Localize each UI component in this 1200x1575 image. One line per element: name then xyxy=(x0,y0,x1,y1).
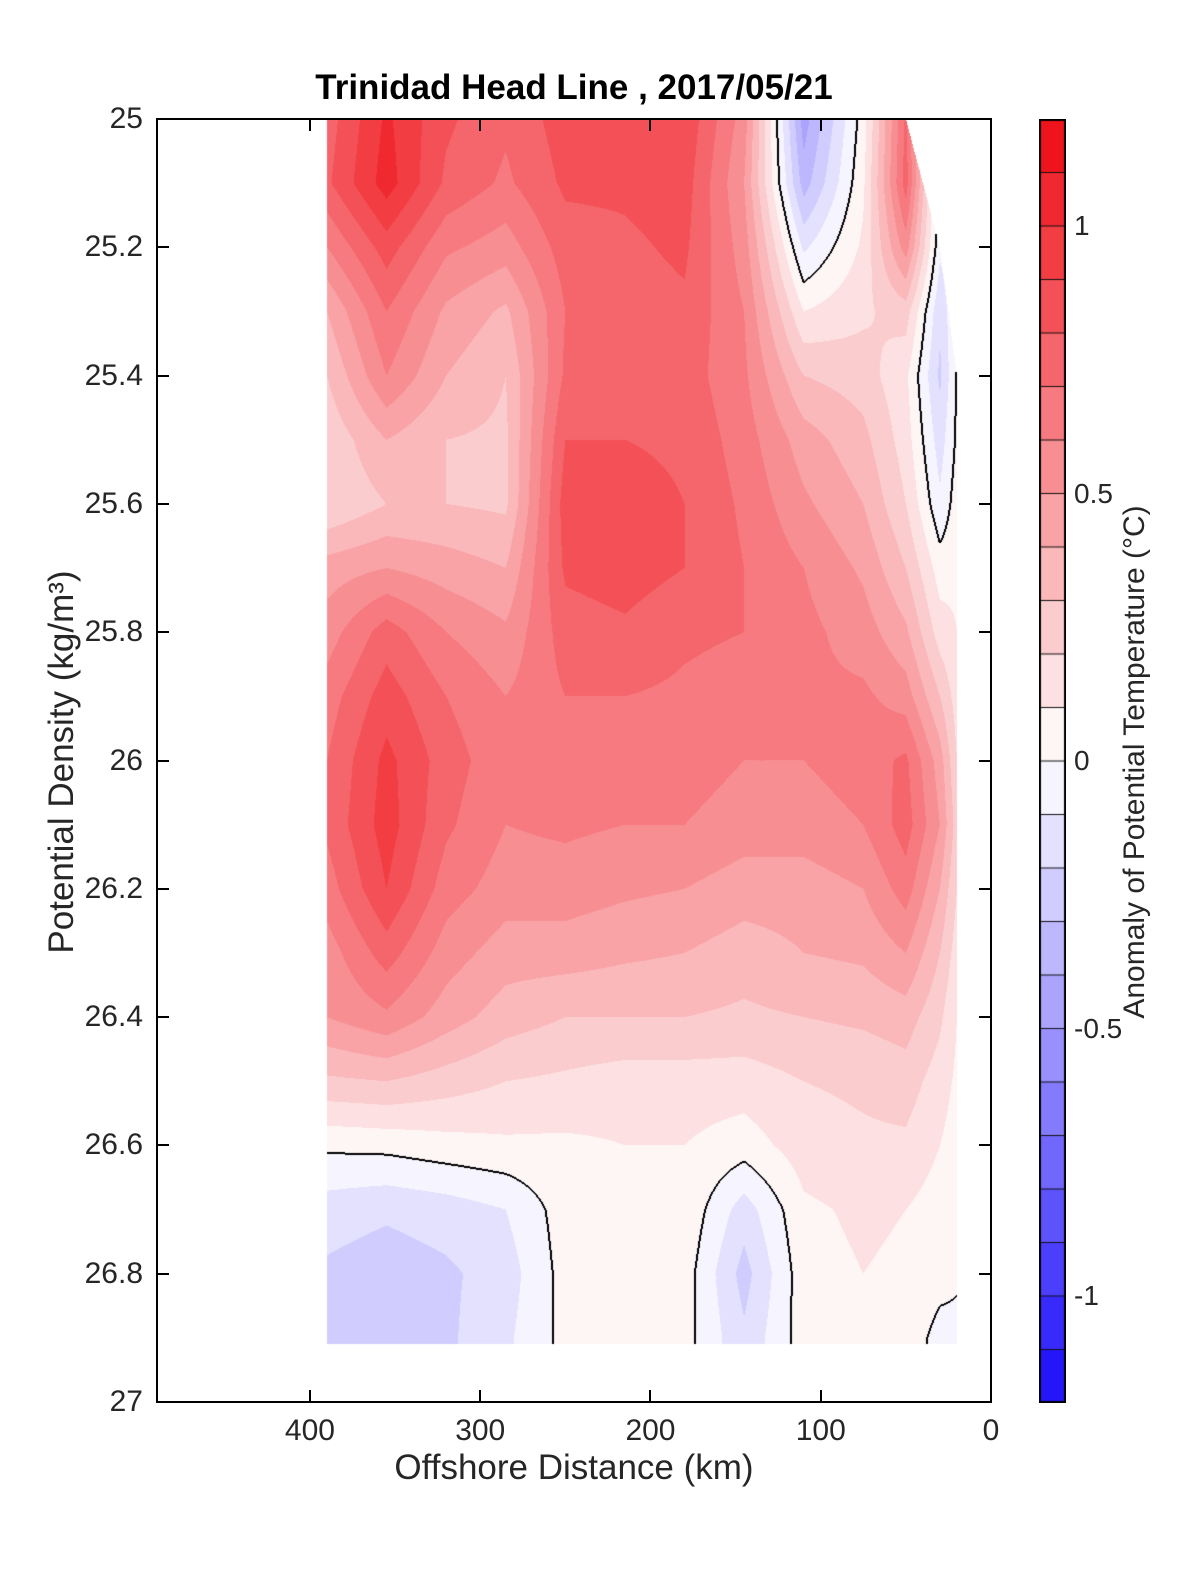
x-tick-mark xyxy=(649,119,652,131)
y-tick-mark xyxy=(979,1401,991,1403)
y-tick-mark xyxy=(157,1401,169,1403)
y-tick-mark xyxy=(157,759,169,762)
y-tick-label: 26 xyxy=(109,743,143,777)
colorbar-tick-label: 0 xyxy=(1074,745,1090,776)
x-tick-label: 0 xyxy=(982,1414,1000,1447)
x-axis-label: Offshore Distance (km) xyxy=(394,1448,754,1487)
y-tick-mark xyxy=(157,502,169,505)
y-tick-mark xyxy=(157,1144,169,1147)
y-tick-mark xyxy=(979,1144,991,1147)
y-tick-label: 25.2 xyxy=(84,230,143,264)
y-tick-label: 26.4 xyxy=(84,1000,143,1034)
y-tick-mark xyxy=(979,118,991,120)
y-tick-label: 26.6 xyxy=(84,1128,143,1162)
y-tick-label: 27 xyxy=(109,1385,143,1418)
x-tick-label: 200 xyxy=(625,1414,676,1447)
colorbar xyxy=(1039,119,1066,1403)
x-tick-label: 300 xyxy=(455,1414,506,1447)
y-tick-mark xyxy=(157,374,169,377)
x-tick-mark xyxy=(819,119,822,131)
y-tick-mark xyxy=(979,1016,991,1019)
y-tick-mark xyxy=(979,374,991,377)
y-tick-label: 25 xyxy=(109,102,143,135)
y-tick-mark xyxy=(979,1272,991,1275)
colorbar-tick-label: 1 xyxy=(1074,210,1090,241)
y-tick-mark xyxy=(157,246,169,249)
y-tick-label: 25.4 xyxy=(84,358,143,392)
x-tick-mark xyxy=(819,1390,822,1402)
y-tick-mark xyxy=(157,631,169,634)
y-tick-mark xyxy=(979,887,991,890)
contour-plot-canvas xyxy=(157,119,991,1402)
colorbar-label: Anomaly of Potential Temperature (°C) xyxy=(1118,505,1151,1019)
x-tick-mark xyxy=(479,119,482,131)
x-tick-mark xyxy=(990,1390,992,1402)
y-tick-mark xyxy=(979,759,991,762)
colorbar-tick-label: 0.5 xyxy=(1074,477,1113,509)
x-tick-mark xyxy=(990,119,992,131)
y-tick-mark xyxy=(157,887,169,890)
x-tick-label: 400 xyxy=(284,1414,335,1447)
x-tick-label: 100 xyxy=(795,1414,846,1447)
y-tick-label: 25.6 xyxy=(84,486,143,520)
y-tick-mark xyxy=(979,502,991,505)
x-tick-mark xyxy=(308,1390,311,1402)
y-tick-mark xyxy=(157,1016,169,1019)
chart-title: Trinidad Head Line , 2017/05/21 xyxy=(315,68,833,107)
y-tick-label: 26.8 xyxy=(84,1256,143,1290)
y-tick-mark xyxy=(157,1272,169,1275)
x-tick-mark xyxy=(649,1390,652,1402)
colorbar-tick-label: -0.5 xyxy=(1074,1012,1123,1044)
y-axis-label: Potential Density (kg/m³) xyxy=(42,570,81,954)
x-tick-mark xyxy=(308,119,311,131)
y-tick-label: 26.2 xyxy=(84,871,143,905)
y-tick-mark xyxy=(979,631,991,634)
colorbar-tick-label: -1 xyxy=(1074,1280,1099,1311)
x-tick-mark xyxy=(479,1390,482,1402)
y-tick-mark xyxy=(979,246,991,249)
y-tick-label: 25.8 xyxy=(84,615,143,649)
y-tick-mark xyxy=(157,118,169,120)
